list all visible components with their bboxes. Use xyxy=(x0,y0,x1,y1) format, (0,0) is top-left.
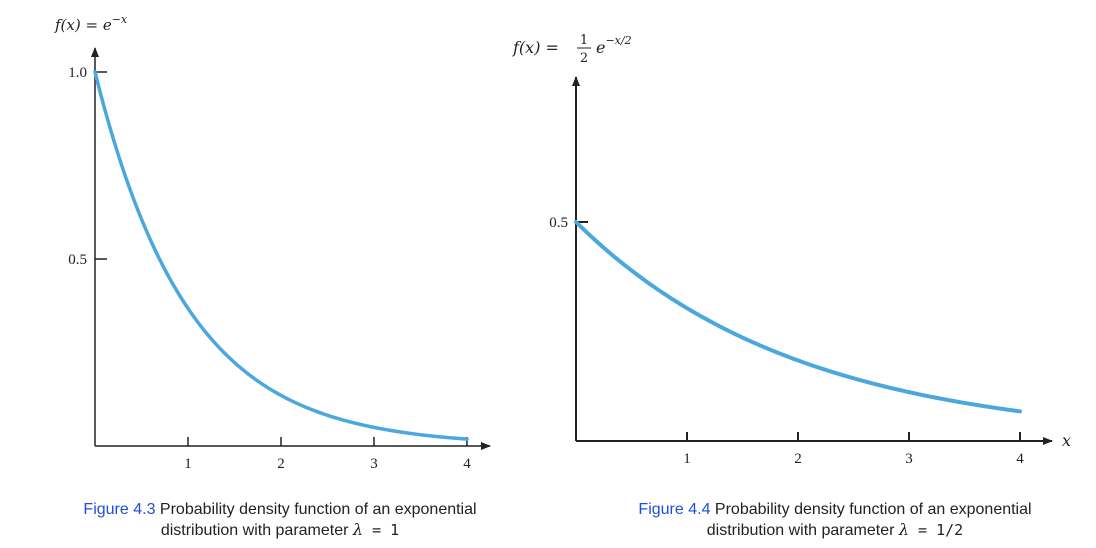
chart-2-fraction-denominator: 2 xyxy=(580,51,588,66)
chart-2-caption-text: Probability density function of an expon… xyxy=(710,501,1032,518)
chart-2-lambda-value: = 1/2 xyxy=(909,521,964,539)
chart-1-y-tick-label: 0.5 xyxy=(68,252,87,268)
chart-2-x-tick-label: 2 xyxy=(794,451,802,467)
chart-2-function-lhs: f(x) = xyxy=(512,38,559,57)
chart-2-caption: Figure 4.4 Probability density function … xyxy=(575,500,1095,541)
chart-2-caption-line2: distribution with parameter xyxy=(706,522,899,539)
chart-1-y-tick-label: 1.0 xyxy=(68,65,87,81)
chart-1-y-ticks: 0.5 1.0 xyxy=(68,65,107,268)
chart-1-x-ticks: 1 2 3 4 xyxy=(184,437,471,472)
chart-1-x-tick-label: 1 xyxy=(184,456,192,472)
chart-1-lambda-symbol: λ xyxy=(352,520,364,539)
chart-1-density-curve xyxy=(93,70,469,441)
chart-1-caption-text: Probability density function of an expon… xyxy=(155,501,477,518)
chart-2-function-label: f(x) = 1 2 e−x/2 xyxy=(512,33,632,66)
chart-1-x-tick-label: 4 xyxy=(463,456,471,472)
chart-2-fraction-numerator: 1 xyxy=(580,33,588,48)
chart-1-lambda-value: = 1 xyxy=(363,521,400,539)
chart-1-caption-line2: distribution with parameter xyxy=(160,522,353,539)
chart-2-y-tick-label: 0.5 xyxy=(549,215,568,231)
chart-1: f(x) = e−x 1 2 3 4 0.5 1.0 xyxy=(54,13,491,472)
chart-1-x-tick-label: 3 xyxy=(370,456,378,472)
chart-2-x-tick-label: 1 xyxy=(683,451,691,467)
chart-2-function-e: e−x/2 xyxy=(596,34,632,57)
chart-1-figure-id: Figure 4.3 xyxy=(83,501,156,518)
chart-1-function-label: f(x) = e−x xyxy=(54,13,128,34)
chart-2-x-tick-label: 4 xyxy=(1016,451,1024,467)
chart-2-figure-id: Figure 4.4 xyxy=(638,501,711,518)
chart-2-density-curve xyxy=(574,220,1022,414)
chart-2-x-axis-label: x xyxy=(1062,431,1071,450)
chart-1-caption: Figure 4.3 Probability density function … xyxy=(20,500,540,541)
chart-2-x-tick-label: 3 xyxy=(905,451,913,467)
chart-1-x-tick-label: 2 xyxy=(277,456,285,472)
chart-2-x-ticks: 1 2 3 4 xyxy=(683,432,1024,467)
chart-2-lambda-symbol: λ xyxy=(898,520,910,539)
chart-2: f(x) = 1 2 e−x/2 x 1 2 3 4 0.5 xyxy=(512,33,1071,467)
